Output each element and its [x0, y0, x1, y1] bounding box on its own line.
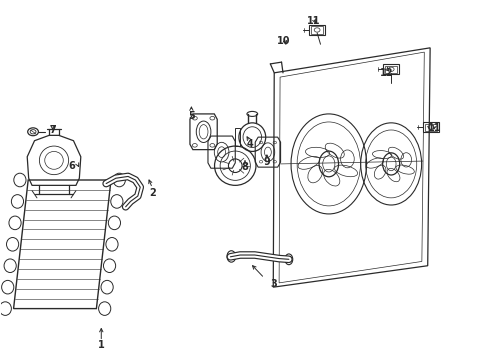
- Bar: [309, 25, 325, 35]
- Text: 8: 8: [242, 162, 248, 172]
- Bar: [385, 66, 397, 73]
- Bar: [235, 128, 240, 146]
- Text: 7: 7: [49, 125, 56, 135]
- Bar: [383, 64, 399, 74]
- Text: 4: 4: [246, 139, 253, 149]
- Text: 6: 6: [69, 161, 75, 171]
- Text: 9: 9: [264, 157, 270, 167]
- Text: 3: 3: [271, 279, 278, 289]
- Bar: [423, 122, 439, 132]
- Text: 2: 2: [149, 188, 156, 198]
- Text: 12: 12: [380, 68, 393, 78]
- Text: 10: 10: [277, 36, 291, 46]
- Bar: [425, 123, 437, 131]
- Text: 5: 5: [188, 111, 195, 121]
- Bar: [311, 26, 323, 33]
- Text: 11: 11: [306, 16, 320, 26]
- Text: 11: 11: [428, 123, 442, 133]
- Text: 1: 1: [98, 340, 105, 350]
